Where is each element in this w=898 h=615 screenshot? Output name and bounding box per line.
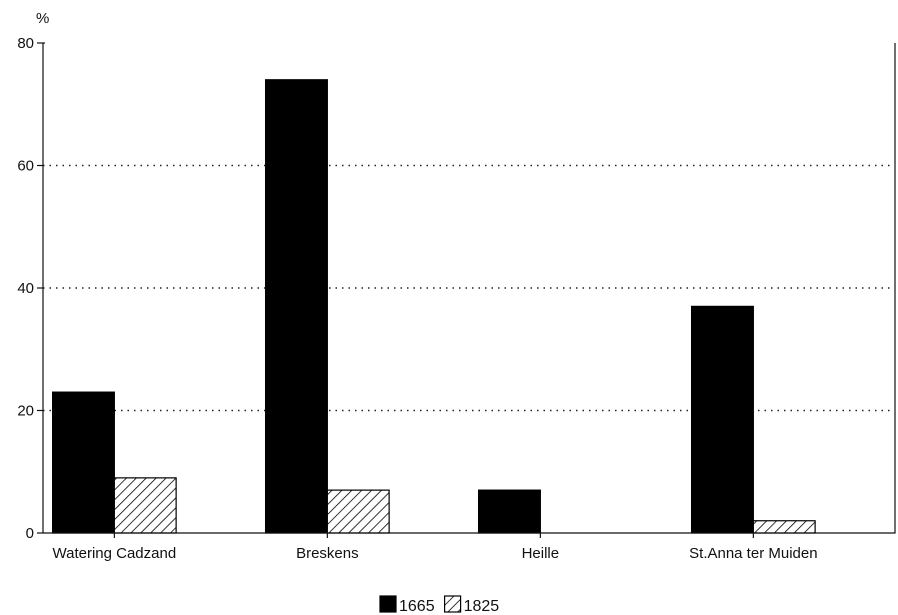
legend-swatch-1665 xyxy=(379,595,397,613)
legend-label-1665: 1665 xyxy=(399,598,435,615)
y-axis-ticks: 0 20 40 60 80 xyxy=(17,35,43,542)
axes xyxy=(42,42,896,534)
y-tick-label: 0 xyxy=(26,525,34,542)
bar-1825-st-anna-ter-muiden xyxy=(752,520,816,534)
bars xyxy=(51,79,816,534)
legend-label-1825: 1825 xyxy=(464,598,500,615)
x-tick-label: Breskens xyxy=(296,545,359,562)
x-tick-label: St.Anna ter Muiden xyxy=(689,545,817,562)
legend-swatch-1825 xyxy=(443,595,462,613)
plot-frame xyxy=(42,42,896,534)
x-tick-label: Watering Cadzand xyxy=(53,545,177,562)
y-tick-label: 80 xyxy=(17,35,34,52)
x-axis-labels: Watering Cadzand Breskens Heille St.Anna te… xyxy=(53,533,818,562)
bar-1665-breskens xyxy=(264,79,328,534)
y-tick-label: 40 xyxy=(17,280,34,297)
bar-1665-watering-cadzand xyxy=(51,391,115,534)
y-tick-label: 20 xyxy=(17,403,34,420)
y-axis-unit-label: % xyxy=(36,10,49,27)
x-tick-label: Heille xyxy=(522,545,560,562)
grid-lines xyxy=(43,164,895,412)
y-tick-label: 60 xyxy=(17,158,34,175)
bar-1665-st-anna-ter-muiden xyxy=(690,305,754,534)
legend: 1665 1825 xyxy=(379,595,500,615)
bar-1825-breskens xyxy=(326,489,390,534)
bar-1825-watering-cadzand xyxy=(113,477,177,534)
bar-1665-heille xyxy=(477,489,541,534)
